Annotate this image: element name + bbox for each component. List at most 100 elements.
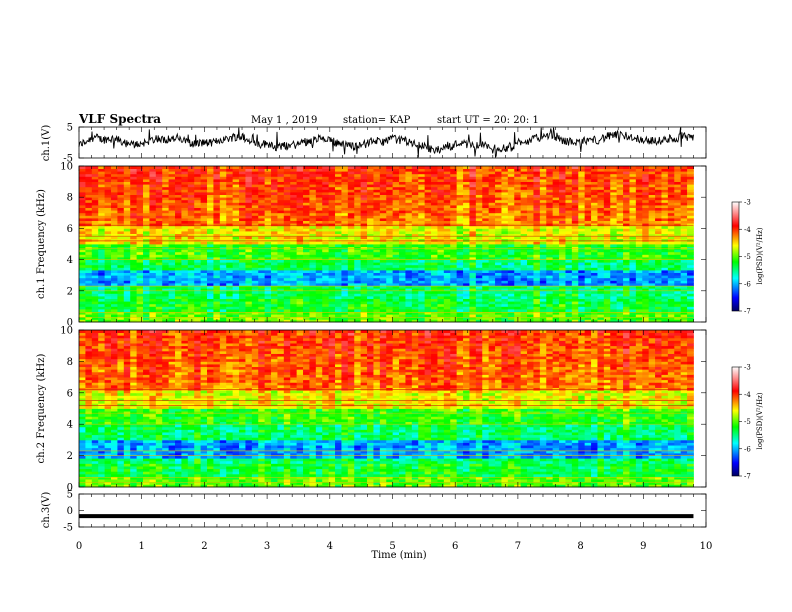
ch1-spec-cell (559, 189, 566, 193)
ch1-spec-cell (315, 212, 323, 216)
ch1-spec-cell (207, 244, 214, 247)
ch1-spec-cell (687, 277, 694, 281)
ch1-spec-cell (443, 212, 451, 216)
ch1-spec-cell (431, 280, 438, 284)
ch1-spec-cell (456, 249, 464, 253)
ch1-spec-cell (328, 246, 336, 250)
ch1-spec-cell (616, 251, 624, 255)
ch1-spec-cell (98, 220, 105, 224)
ch1-spec-cell (565, 254, 573, 258)
ch1-spec-cell (155, 311, 163, 315)
ch1-spec-cell (143, 236, 150, 240)
ch1-spec-cell (303, 231, 310, 234)
ch1-spec-cell (437, 210, 445, 214)
ch1-spec-cell (405, 218, 413, 221)
ch1-spec-cell (143, 280, 150, 284)
ch1-spec-cell (456, 314, 464, 318)
ch1-spec-cell (431, 309, 438, 312)
ch1-spec-cell (584, 207, 592, 211)
ch1-spec-cell (239, 270, 246, 273)
ch1-spec-cell (290, 192, 298, 195)
ch1-spec-cell (335, 202, 342, 206)
ch1-spec-cell (488, 275, 496, 279)
ch1-spec-cell (469, 197, 477, 201)
ch1-spec-cell (251, 288, 259, 292)
ch1-spec-cell (309, 270, 317, 273)
ch1-spec-cell (424, 210, 432, 214)
ch1-spec-cell (194, 192, 202, 195)
ch1-spec-cell (175, 207, 182, 211)
ch1-spec-cell (187, 231, 195, 234)
ch1-spec-cell (437, 223, 445, 227)
ch1-spec-cell (226, 259, 234, 263)
ch1-spec-cell (507, 205, 515, 208)
ch1-spec-cell (162, 277, 170, 281)
ch1-spec-cell (475, 225, 483, 229)
ch1-spec-cell (399, 238, 406, 242)
ch1-spec-cell (623, 288, 630, 292)
ch1-spec-cell (213, 236, 221, 240)
ch1-spec-cell (495, 220, 502, 224)
ch1-spec-cell (341, 285, 349, 289)
ch1-spec-cell (411, 199, 419, 203)
ch1-spec-cell (277, 210, 285, 214)
ch1-spec-cell (354, 314, 362, 318)
ch1-spec-cell (546, 275, 554, 279)
ch1-spec-cell (271, 267, 278, 271)
ch1-spec-cell (98, 275, 105, 279)
ch1-spec-cell (648, 285, 656, 289)
ch1-spec-cell (386, 231, 394, 234)
ch1-spec-cell (226, 298, 234, 302)
ch1-spec-cell (552, 311, 560, 315)
ch1-spec-cell (399, 301, 406, 305)
ch1-spec-cell (482, 246, 490, 250)
ch1-spec-cell (341, 236, 349, 240)
ch1-spec-cell (539, 270, 547, 273)
ch1-spec-cell (245, 249, 253, 253)
ch1-spec-cell (239, 223, 246, 227)
ch1-spec-cell (667, 288, 675, 292)
ch1-spec-cell (123, 277, 131, 281)
ch1-spec-cell (680, 199, 688, 203)
ch1-spec-cell (117, 314, 125, 318)
ch1-spec-cell (443, 249, 451, 253)
ch1-spec-cell (347, 311, 355, 315)
ch1-spec-cell (226, 205, 234, 208)
ch1-spec-cell (635, 210, 643, 214)
ch1-spec-cell (629, 277, 637, 281)
ch1-spec-cell (456, 309, 464, 312)
ch1-spec-cell (315, 293, 323, 297)
ch1-spec-cell (623, 205, 630, 208)
ch1-spec-cell (565, 225, 573, 229)
ch1-spec-cell (488, 296, 496, 299)
ch1-spec-cell (610, 259, 618, 263)
ch1-spec-cell (315, 264, 323, 268)
ch1-spec-cell (117, 218, 125, 221)
ch1-spec-cell (418, 223, 426, 227)
ch1-spec-cell (117, 264, 125, 268)
ch1-spec-cell (123, 210, 131, 214)
ch1-spec-cell (219, 290, 227, 294)
ch1-spec-cell (347, 298, 355, 302)
ch1-spec-cell (469, 220, 477, 224)
ch1-spec-cell (642, 314, 650, 318)
ch1-spec-cell (635, 280, 643, 284)
ch1-spec-cell (226, 254, 234, 258)
ch1-spec-cell (661, 275, 669, 279)
ch1-spec-cell (98, 254, 105, 258)
ch1-spec-cell (219, 228, 227, 232)
ch1-spec-cell (335, 283, 342, 286)
ch1-spec-cell (200, 241, 208, 245)
ch1-spec-cell (136, 288, 144, 292)
ch1-spec-cell (495, 275, 502, 279)
ch1-spec-cell (175, 210, 182, 214)
ch1-spec-cell (264, 189, 272, 193)
ch1-spec-cell (354, 212, 362, 216)
ch1-spec-cell (367, 288, 374, 292)
ch1-spec-cell (680, 285, 688, 289)
ch1-spec-cell (431, 228, 438, 232)
ch1-spec-cell (680, 194, 688, 198)
ch1-spec-cell (463, 220, 470, 224)
ch1-spec-cell (264, 298, 272, 302)
ch1-spec-cell (264, 244, 272, 247)
